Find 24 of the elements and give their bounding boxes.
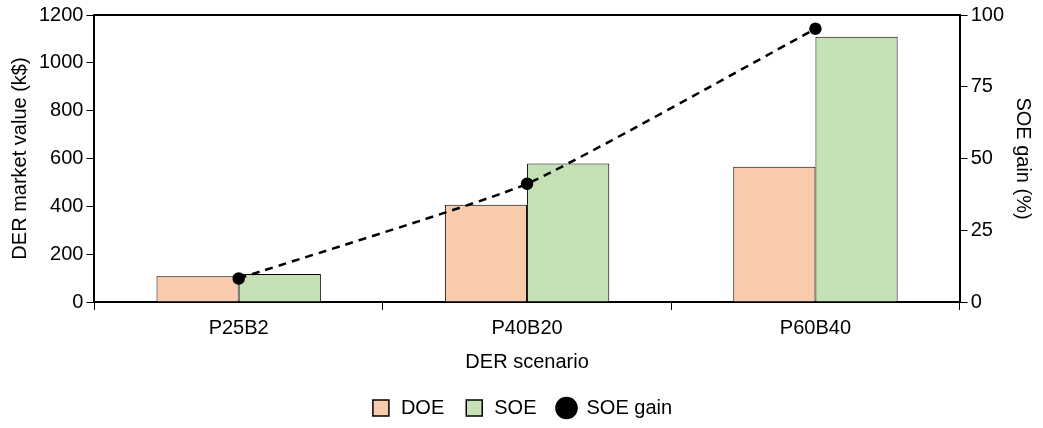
- legend-label: DOE: [400, 395, 445, 418]
- x-axis-title: DER scenario: [465, 349, 589, 372]
- point: [520, 177, 534, 191]
- point: [809, 22, 822, 36]
- y2-tick-label: 25: [970, 217, 993, 240]
- x-tick-label: P40B20: [491, 315, 563, 338]
- y2-axis-title: SOE gain (%): [1013, 97, 1036, 220]
- y-tick-label: 400: [50, 193, 84, 216]
- y2-tick-label: 0: [970, 289, 982, 312]
- y-tick-label: 0: [72, 289, 84, 312]
- legend-label: SOE: [494, 395, 537, 418]
- y2-tick-label: 100: [970, 2, 1005, 25]
- y2-tick-label: 75: [970, 74, 993, 97]
- y-axis-title: DER market value (k$): [7, 57, 30, 260]
- y-tick-label: 600: [50, 146, 84, 169]
- x-tick-label: P25B2: [208, 315, 269, 338]
- y-tick-label: 1000: [38, 50, 84, 73]
- legend-label: SOE gain: [586, 395, 673, 418]
- x-tick-label: P60B40: [779, 315, 852, 338]
- y2-tick-label: 50: [970, 146, 993, 169]
- y-tick-label: 200: [50, 241, 84, 264]
- point: [232, 272, 245, 285]
- y-tick-label: 1200: [38, 2, 84, 25]
- y-tick-label: 800: [50, 98, 84, 121]
